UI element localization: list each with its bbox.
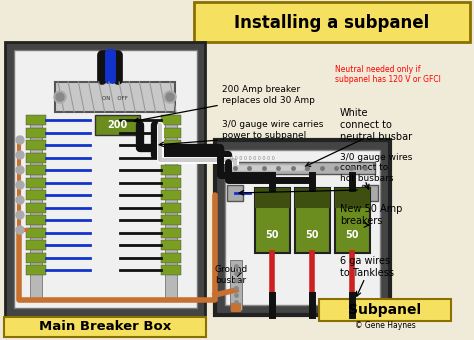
Text: © Gene Haynes: © Gene Haynes: [355, 322, 415, 330]
Bar: [255, 188, 290, 208]
Bar: [362, 185, 378, 201]
Text: 50: 50: [305, 230, 319, 240]
Bar: [26, 115, 46, 125]
Bar: [161, 153, 181, 163]
Circle shape: [16, 196, 24, 204]
Text: 0 0 0 0 0 0 0 0 0 0: 0 0 0 0 0 0 0 0 0 0: [230, 156, 275, 162]
Circle shape: [16, 211, 24, 219]
Bar: [26, 227, 46, 238]
Bar: [230, 162, 375, 174]
Circle shape: [54, 91, 66, 103]
Bar: [26, 128, 46, 137]
Bar: [5, 42, 205, 317]
Text: Main Breaker Box: Main Breaker Box: [39, 321, 171, 334]
Circle shape: [16, 166, 24, 174]
Text: New 50 Amp
breakers: New 50 Amp breakers: [340, 204, 402, 226]
Bar: [14, 50, 197, 308]
Text: 3/0 gauge wires
connect to
hot busbars: 3/0 gauge wires connect to hot busbars: [340, 153, 412, 183]
Bar: [161, 128, 181, 137]
Bar: [335, 188, 370, 253]
Text: Ground
busbar: Ground busbar: [215, 265, 248, 285]
Bar: [161, 203, 181, 212]
Bar: [295, 188, 330, 253]
Bar: [161, 240, 181, 250]
Bar: [165, 115, 177, 300]
Bar: [161, 265, 181, 275]
Bar: [161, 165, 181, 175]
Bar: [161, 215, 181, 225]
Circle shape: [166, 93, 174, 101]
Bar: [215, 140, 390, 315]
Circle shape: [164, 91, 176, 103]
Bar: [26, 177, 46, 187]
Text: 6 ga wires
to Tankless: 6 ga wires to Tankless: [340, 256, 394, 278]
Bar: [95, 115, 140, 135]
Circle shape: [16, 226, 24, 234]
Text: Subpanel: Subpanel: [348, 303, 421, 317]
Text: ON    OFF: ON OFF: [102, 96, 128, 101]
Bar: [161, 253, 181, 262]
Bar: [26, 140, 46, 150]
Circle shape: [16, 151, 24, 159]
Bar: [26, 253, 46, 262]
Bar: [230, 260, 242, 310]
Bar: [26, 265, 46, 275]
Bar: [26, 165, 46, 175]
Circle shape: [56, 93, 64, 101]
Bar: [26, 215, 46, 225]
Text: 50: 50: [265, 230, 279, 240]
Bar: [55, 82, 175, 112]
Bar: [26, 240, 46, 250]
Bar: [227, 185, 243, 201]
Text: 3/0 gauge wire carries
power to subpanel: 3/0 gauge wire carries power to subpanel: [222, 120, 323, 140]
Circle shape: [16, 136, 24, 144]
Bar: [161, 177, 181, 187]
FancyBboxPatch shape: [4, 317, 206, 337]
Bar: [26, 153, 46, 163]
Text: 50: 50: [345, 230, 359, 240]
Bar: [335, 188, 370, 208]
Bar: [161, 115, 181, 125]
Bar: [161, 140, 181, 150]
Bar: [295, 188, 330, 208]
Bar: [26, 190, 46, 200]
Bar: [30, 115, 42, 300]
Text: Neutral needed only if
subpanel has 120 V or GFCI: Neutral needed only if subpanel has 120 …: [335, 65, 441, 84]
Text: White
connect to
neutral busbar: White connect to neutral busbar: [340, 108, 412, 141]
Bar: [161, 227, 181, 238]
Bar: [26, 203, 46, 212]
FancyBboxPatch shape: [319, 299, 451, 321]
Bar: [161, 190, 181, 200]
Text: Installing a subpanel: Installing a subpanel: [234, 14, 429, 32]
FancyBboxPatch shape: [194, 2, 470, 42]
Circle shape: [16, 181, 24, 189]
Text: 200 Amp breaker
replaces old 30 Amp: 200 Amp breaker replaces old 30 Amp: [222, 85, 315, 105]
Bar: [225, 150, 380, 305]
Bar: [255, 188, 290, 253]
Text: 200: 200: [107, 120, 127, 130]
